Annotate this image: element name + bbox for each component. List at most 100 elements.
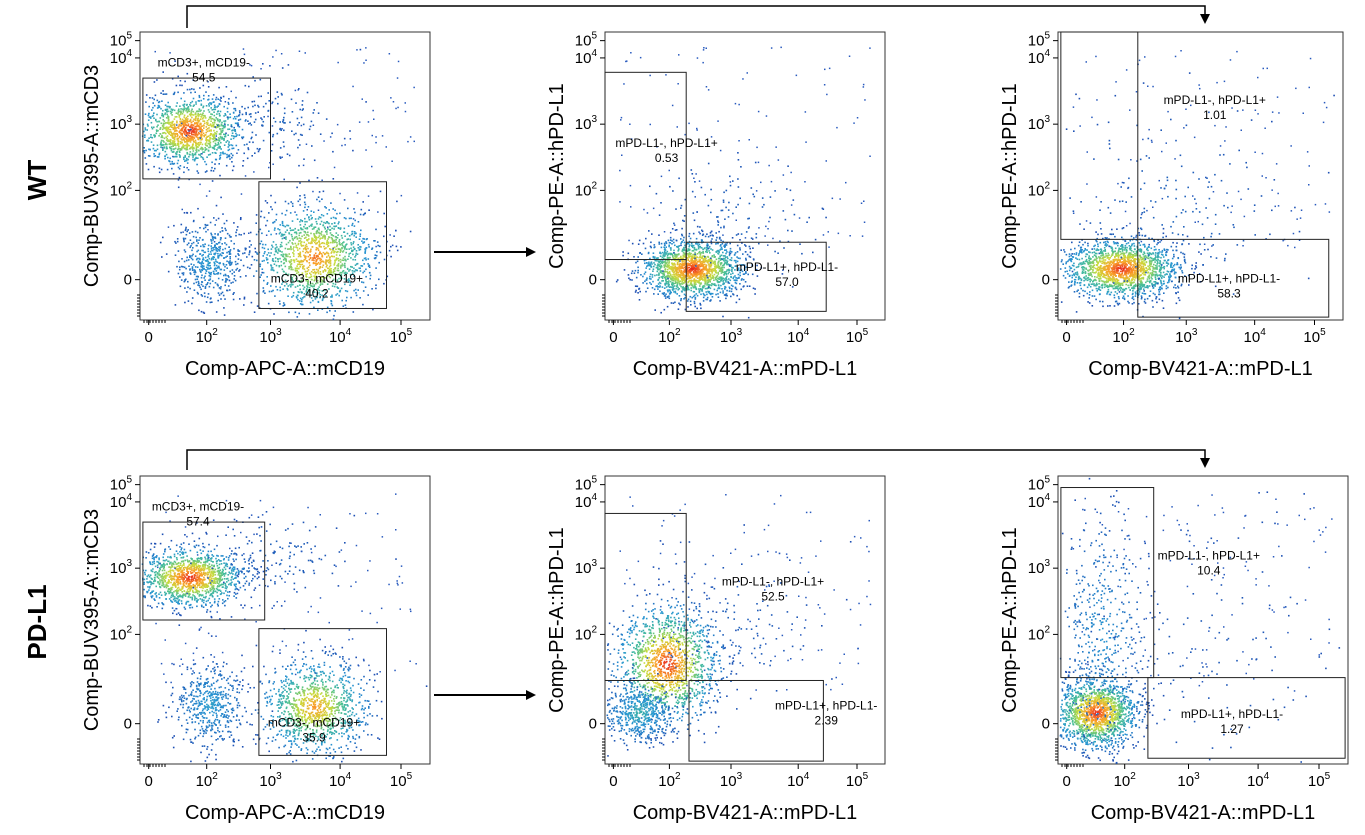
event-dot — [211, 109, 214, 111]
event-dot — [298, 122, 300, 124]
event-dot — [305, 236, 307, 239]
event-dot — [208, 274, 211, 277]
event-dot — [726, 263, 728, 266]
event-dot — [649, 281, 651, 284]
event-dot — [242, 136, 245, 138]
event-dot — [348, 248, 350, 250]
event-dot — [295, 244, 298, 247]
event-dot — [683, 277, 686, 280]
event-dot — [695, 237, 698, 240]
event-dot — [307, 292, 309, 295]
event-dot — [218, 115, 221, 117]
event-dot — [313, 109, 315, 111]
event-dot — [195, 258, 198, 261]
event-dot — [302, 123, 305, 126]
event-dot — [292, 252, 294, 254]
event-dot — [163, 120, 166, 122]
event-dot — [340, 264, 342, 267]
event-dot — [297, 263, 299, 266]
event-dot — [713, 256, 715, 258]
event-dot — [678, 274, 681, 276]
event-dot — [189, 153, 191, 156]
event-dot — [346, 296, 348, 299]
event-dot — [194, 266, 197, 268]
event-dot — [182, 145, 185, 148]
event-dot — [158, 120, 161, 123]
event-dot — [310, 232, 312, 235]
event-dot — [676, 262, 679, 264]
event-dot — [728, 268, 730, 271]
event-dot — [676, 279, 678, 281]
event-dot — [629, 278, 631, 281]
event-dot — [693, 281, 696, 284]
event-dot — [227, 128, 229, 131]
event-dot — [730, 257, 733, 259]
event-dot — [232, 135, 235, 137]
event-dot — [684, 281, 686, 283]
event-dot — [318, 257, 320, 260]
event-dot — [196, 163, 198, 166]
event-dot — [734, 275, 736, 277]
event-dot — [708, 266, 710, 268]
event-dot — [335, 232, 338, 234]
event-dot — [707, 279, 709, 281]
event-dot — [208, 272, 211, 275]
event-dot — [712, 283, 714, 285]
event-dot — [273, 253, 276, 256]
event-dot — [275, 233, 278, 235]
event-dot — [694, 296, 697, 299]
event-dot — [225, 277, 227, 280]
event-dot — [718, 278, 721, 280]
event-dot — [209, 102, 211, 104]
event-dot — [308, 276, 310, 279]
event-dot — [666, 261, 668, 264]
event-dot — [232, 293, 234, 295]
event-dot — [676, 285, 678, 287]
event-dot — [340, 287, 343, 290]
event-dot — [358, 267, 361, 269]
event-dot — [698, 243, 701, 246]
event-dot — [724, 245, 726, 247]
event-dot — [736, 277, 739, 280]
event-dot — [205, 142, 207, 145]
event-dot — [253, 259, 256, 261]
event-dot — [713, 254, 715, 256]
event-dot — [319, 293, 321, 296]
event-dot — [674, 280, 677, 282]
event-dot — [332, 208, 334, 210]
event-dot — [271, 259, 274, 262]
event-dot — [190, 113, 192, 116]
event-dot — [227, 149, 230, 152]
event-dot — [278, 300, 281, 303]
event-dot — [181, 208, 183, 211]
event-dot — [192, 156, 194, 158]
event-dot — [205, 121, 208, 124]
event-dot — [194, 128, 197, 131]
event-dot — [670, 291, 672, 294]
event-dot — [223, 139, 225, 141]
event-dot — [239, 298, 241, 300]
event-dot — [664, 277, 667, 279]
event-dot — [167, 117, 170, 120]
event-dot — [178, 268, 181, 271]
event-dot — [173, 224, 175, 227]
event-dot — [213, 122, 216, 124]
event-dot — [693, 268, 695, 270]
event-dot — [199, 154, 201, 156]
event-dot — [187, 300, 190, 302]
event-dot — [379, 251, 382, 254]
event-dot — [201, 281, 203, 283]
event-dot — [211, 117, 214, 120]
event-dot — [281, 67, 284, 69]
event-dot — [157, 156, 160, 158]
event-dot — [305, 279, 307, 282]
event-dot — [681, 261, 684, 263]
event-dot — [283, 233, 286, 236]
event-dot — [681, 259, 684, 262]
event-dot — [164, 157, 166, 160]
event-dot — [271, 125, 274, 127]
event-dot — [224, 113, 226, 115]
event-dot — [687, 248, 689, 250]
event-dot — [275, 285, 277, 288]
